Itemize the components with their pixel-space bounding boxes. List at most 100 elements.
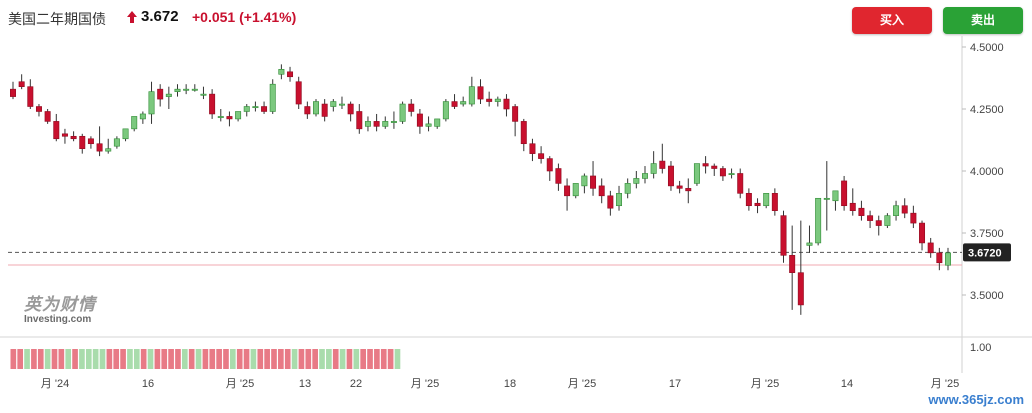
strip-bar bbox=[216, 349, 222, 369]
last-price: 3.672 bbox=[141, 8, 179, 25]
candle-body bbox=[780, 215, 787, 256]
candle-body bbox=[676, 185, 683, 189]
candle-body bbox=[209, 93, 216, 115]
candle-body bbox=[529, 143, 536, 154]
candle-body bbox=[44, 111, 51, 122]
candle-body bbox=[693, 163, 700, 184]
candle-body bbox=[763, 193, 770, 207]
candle-body bbox=[745, 193, 752, 207]
candle-body bbox=[503, 98, 510, 110]
candle-body bbox=[226, 116, 233, 120]
candle-body bbox=[936, 252, 943, 264]
candle-body bbox=[797, 272, 804, 306]
strip-bar bbox=[161, 349, 168, 369]
x-tick-label: 16 bbox=[142, 378, 154, 390]
site-watermark: www.365jz.com bbox=[928, 392, 1024, 407]
strip-bar bbox=[257, 349, 264, 369]
candle-body bbox=[564, 185, 571, 197]
candle-body bbox=[61, 133, 68, 137]
strip-bar bbox=[133, 349, 140, 369]
strip-bar bbox=[195, 349, 202, 369]
strip-bar bbox=[168, 349, 174, 369]
candle-body bbox=[356, 111, 363, 130]
candle-body bbox=[183, 88, 190, 91]
candle-body bbox=[131, 116, 138, 130]
y-tick-label: 3.7500 bbox=[970, 228, 1004, 240]
sell-button[interactable]: 卖出 bbox=[943, 7, 1023, 34]
strip-bar bbox=[65, 349, 72, 369]
logo-en: Investing.com bbox=[24, 314, 92, 325]
candle-body bbox=[884, 215, 891, 226]
candle-body bbox=[841, 180, 848, 207]
y-tick-label: 3.5000 bbox=[970, 290, 1004, 302]
strip-bar bbox=[140, 349, 147, 369]
candle-body bbox=[295, 81, 302, 105]
candle-body bbox=[235, 111, 242, 120]
strip-bar bbox=[319, 349, 325, 369]
instrument-title: 美国二年期国债 bbox=[8, 11, 106, 27]
candle-body bbox=[278, 69, 285, 75]
strip-bar bbox=[44, 349, 51, 369]
strip-bar bbox=[298, 349, 305, 369]
price-chart[interactable]: 4.5000 4.2500 4.0000 3.7500 3.5000 3.6720 1.00… bbox=[0, 36, 1032, 413]
x-tick-label: 17 bbox=[669, 378, 681, 390]
candle-body bbox=[269, 83, 276, 112]
strip-bar bbox=[120, 349, 126, 369]
x-tick-label: 22 bbox=[350, 378, 362, 390]
y-tick-label: 4.2500 bbox=[970, 104, 1004, 116]
strip-bar bbox=[223, 349, 229, 369]
candle-body bbox=[364, 121, 371, 127]
candle-body bbox=[252, 106, 259, 109]
candle-body bbox=[823, 197, 830, 200]
candle-body bbox=[425, 123, 432, 127]
strip-bar bbox=[209, 349, 216, 369]
candle-body bbox=[642, 173, 648, 179]
strip-bar bbox=[92, 349, 99, 369]
logo-cn: 英为财情 bbox=[24, 295, 96, 314]
candle-body bbox=[520, 121, 527, 145]
strip-bar bbox=[332, 349, 339, 369]
x-tick-label: 14 bbox=[841, 378, 853, 390]
candle-body bbox=[165, 93, 172, 97]
y-axis: 4.5000 4.2500 4.0000 3.7500 3.5000 3.6720 1.00 bbox=[962, 42, 1011, 354]
strip-bar bbox=[127, 349, 133, 369]
candle-body bbox=[910, 212, 917, 224]
candle-body bbox=[304, 106, 311, 115]
strip-bar bbox=[106, 349, 113, 369]
candle-body bbox=[139, 113, 146, 120]
strip-bar bbox=[305, 349, 312, 369]
strip-bar bbox=[346, 349, 353, 369]
x-tick-label: 13 bbox=[299, 378, 311, 390]
candle-body bbox=[616, 193, 623, 207]
candle-body bbox=[416, 113, 423, 127]
candle-body bbox=[434, 118, 441, 127]
candle-body bbox=[261, 106, 268, 112]
strip-bar bbox=[37, 349, 44, 369]
candle-body bbox=[330, 101, 337, 107]
candle-body bbox=[243, 106, 250, 112]
candle-body bbox=[546, 158, 553, 172]
candle-body bbox=[624, 183, 631, 194]
candle-body bbox=[174, 88, 181, 92]
candle-body bbox=[122, 128, 129, 140]
candle-body bbox=[867, 215, 874, 221]
x-tick-label: 月 '25 bbox=[931, 378, 959, 390]
candle-body bbox=[633, 178, 640, 184]
strip-bar bbox=[339, 349, 346, 369]
candle-body bbox=[711, 165, 718, 169]
strip-bar bbox=[202, 349, 209, 369]
candle-body bbox=[598, 185, 605, 197]
strip-bar bbox=[51, 349, 58, 369]
candle-body bbox=[157, 88, 164, 100]
candle-body bbox=[659, 160, 666, 169]
candle-body bbox=[806, 242, 813, 246]
buy-button[interactable]: 买入 bbox=[852, 7, 932, 34]
strip-axis-label: 1.00 bbox=[970, 342, 991, 354]
candle-body bbox=[927, 242, 934, 254]
current-value-box bbox=[963, 243, 1011, 262]
candle-body bbox=[148, 91, 155, 115]
candle-body bbox=[18, 81, 25, 87]
candle-body bbox=[702, 163, 709, 167]
x-axis: 月 '24 16 月 '25 13 22 月 '25 18 月 '25 17 月 '25 14 月 '… bbox=[41, 378, 959, 390]
strip-bar bbox=[113, 349, 120, 369]
